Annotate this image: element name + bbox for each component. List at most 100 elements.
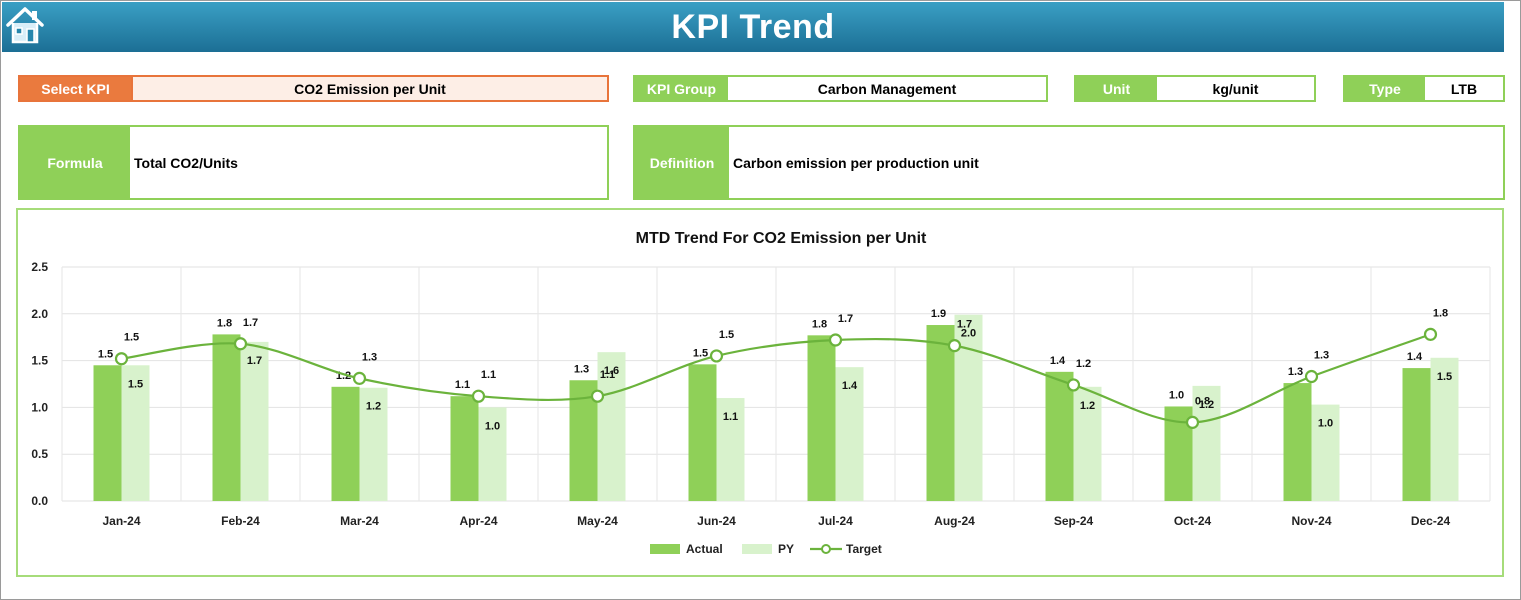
kpi-group-value: Carbon Management	[728, 77, 1046, 100]
data-label-target: 1.7	[243, 317, 258, 329]
data-label-py: 1.4	[842, 380, 858, 392]
unit-label: Unit	[1076, 77, 1157, 100]
page-title: KPI Trend	[671, 7, 835, 46]
data-label-py: 1.7	[247, 355, 262, 367]
unit-field: Unit kg/unit	[1074, 75, 1316, 102]
target-point	[352, 371, 367, 385]
y-tick-label: 2.5	[31, 260, 48, 274]
x-tick-label: Apr-24	[459, 514, 497, 528]
unit-value: kg/unit	[1157, 77, 1314, 100]
data-label-actual: 1.3	[574, 363, 589, 375]
bar-py	[121, 365, 150, 501]
target-point	[828, 333, 843, 347]
bar-py	[240, 341, 269, 501]
data-label-py: 1.5	[1437, 371, 1452, 383]
type-field: Type LTB	[1343, 75, 1505, 102]
data-label-actual: 1.5	[693, 347, 708, 359]
data-label-target: 1.2	[1076, 358, 1091, 370]
y-tick-label: 0.0	[31, 494, 48, 508]
data-label-actual: 1.1	[455, 379, 470, 391]
data-label-actual: 1.4	[1407, 351, 1423, 363]
data-label-py: 1.2	[1199, 399, 1214, 411]
data-label-py: 1.0	[485, 420, 500, 432]
x-tick-label: May-24	[577, 514, 618, 528]
chart-title: MTD Trend For CO2 Emission per Unit	[636, 230, 927, 247]
data-label-py: 1.5	[128, 378, 143, 390]
bar-py	[478, 407, 507, 501]
data-label-actual: 1.5	[98, 348, 113, 360]
data-label-py: 2.0	[961, 328, 976, 340]
data-label-actual: 1.4	[1050, 355, 1066, 367]
data-label-actual: 1.8	[217, 317, 232, 329]
x-tick-label: Feb-24	[221, 514, 260, 528]
bar-py	[1311, 404, 1340, 501]
data-label-target: 1.8	[1433, 307, 1448, 319]
x-tick-label: Dec-24	[1411, 514, 1451, 528]
bar-actual	[688, 364, 717, 501]
x-tick-label: Jan-24	[102, 514, 140, 528]
x-tick-label: Nov-24	[1291, 514, 1331, 528]
data-label-target: 1.5	[124, 332, 139, 344]
bar-actual	[331, 386, 360, 501]
bar-actual	[926, 325, 955, 501]
target-point	[1304, 369, 1319, 384]
target-point	[471, 389, 486, 403]
bar-py	[835, 367, 864, 501]
formula-value: Total CO2/Units	[130, 127, 607, 198]
target-point	[1185, 415, 1200, 429]
select-kpi-field[interactable]: Select KPI CO2 Emission per Unit	[18, 75, 609, 102]
legend-label-target: Target	[846, 542, 882, 556]
bar-actual	[1045, 371, 1074, 501]
target-point	[1423, 327, 1438, 341]
bar-py	[1073, 386, 1102, 501]
target-line	[121, 333, 1431, 424]
bar-py	[359, 387, 388, 501]
data-label-py: 1.2	[366, 401, 381, 413]
x-tick-label: Mar-24	[340, 514, 379, 528]
legend-swatch-py	[742, 544, 772, 554]
definition-label: Definition	[635, 127, 729, 198]
y-tick-label: 2.0	[31, 307, 48, 321]
kpi-group-label: KPI Group	[635, 77, 728, 100]
legend-marker-target	[821, 544, 831, 554]
data-label-py: 1.2	[1080, 400, 1095, 412]
target-point	[947, 339, 962, 353]
data-label-target: 1.1	[481, 369, 496, 381]
bar-actual	[807, 335, 836, 501]
home-icon[interactable]	[4, 4, 46, 46]
legend-swatch-actual	[650, 544, 680, 554]
data-label-target: 1.7	[957, 319, 972, 331]
data-label-target: 0.8	[1195, 395, 1210, 407]
data-label-target: 1.1	[600, 369, 615, 381]
x-tick-label: Oct-24	[1174, 514, 1212, 528]
x-tick-label: Sep-24	[1054, 514, 1094, 528]
y-tick-label: 1.0	[31, 400, 48, 414]
chart-svg: MTD Trend For CO2 Emission per Unit 0.0 0.…	[31, 230, 1491, 556]
target-point	[233, 337, 248, 351]
select-kpi-label: Select KPI	[20, 77, 131, 100]
formula-label: Formula	[20, 127, 130, 198]
bar-actual	[1402, 368, 1431, 501]
bar-py	[716, 398, 745, 501]
bar-py	[597, 352, 626, 501]
legend-label-actual: Actual	[686, 542, 723, 556]
data-label-actual: 1.9	[931, 308, 946, 320]
data-label-actual: 1.0	[1169, 389, 1184, 401]
legend-label-py: PY	[778, 542, 794, 556]
target-point	[1066, 378, 1081, 392]
x-tick-label: Jul-24	[818, 514, 853, 528]
bar-actual	[1283, 383, 1312, 501]
mtd-trend-chart: MTD Trend For CO2 Emission per Unit 0.0 0.…	[16, 208, 1504, 577]
data-label-py: 1.1	[723, 411, 738, 423]
data-label-actual: 1.8	[812, 318, 827, 330]
x-tick-label: Aug-24	[934, 514, 975, 528]
y-tick-label: 0.5	[31, 447, 48, 461]
data-label-target: 1.3	[1314, 350, 1329, 362]
bar-py	[1192, 385, 1221, 501]
definition-field: Definition Carbon emission per productio…	[633, 125, 1505, 200]
formula-field: Formula Total CO2/Units	[18, 125, 609, 200]
kpi-group-field: KPI Group Carbon Management	[633, 75, 1048, 102]
data-label-py: 1.0	[1318, 418, 1333, 430]
select-kpi-dropdown[interactable]: CO2 Emission per Unit	[131, 77, 607, 100]
data-label-target: 1.5	[719, 329, 734, 341]
